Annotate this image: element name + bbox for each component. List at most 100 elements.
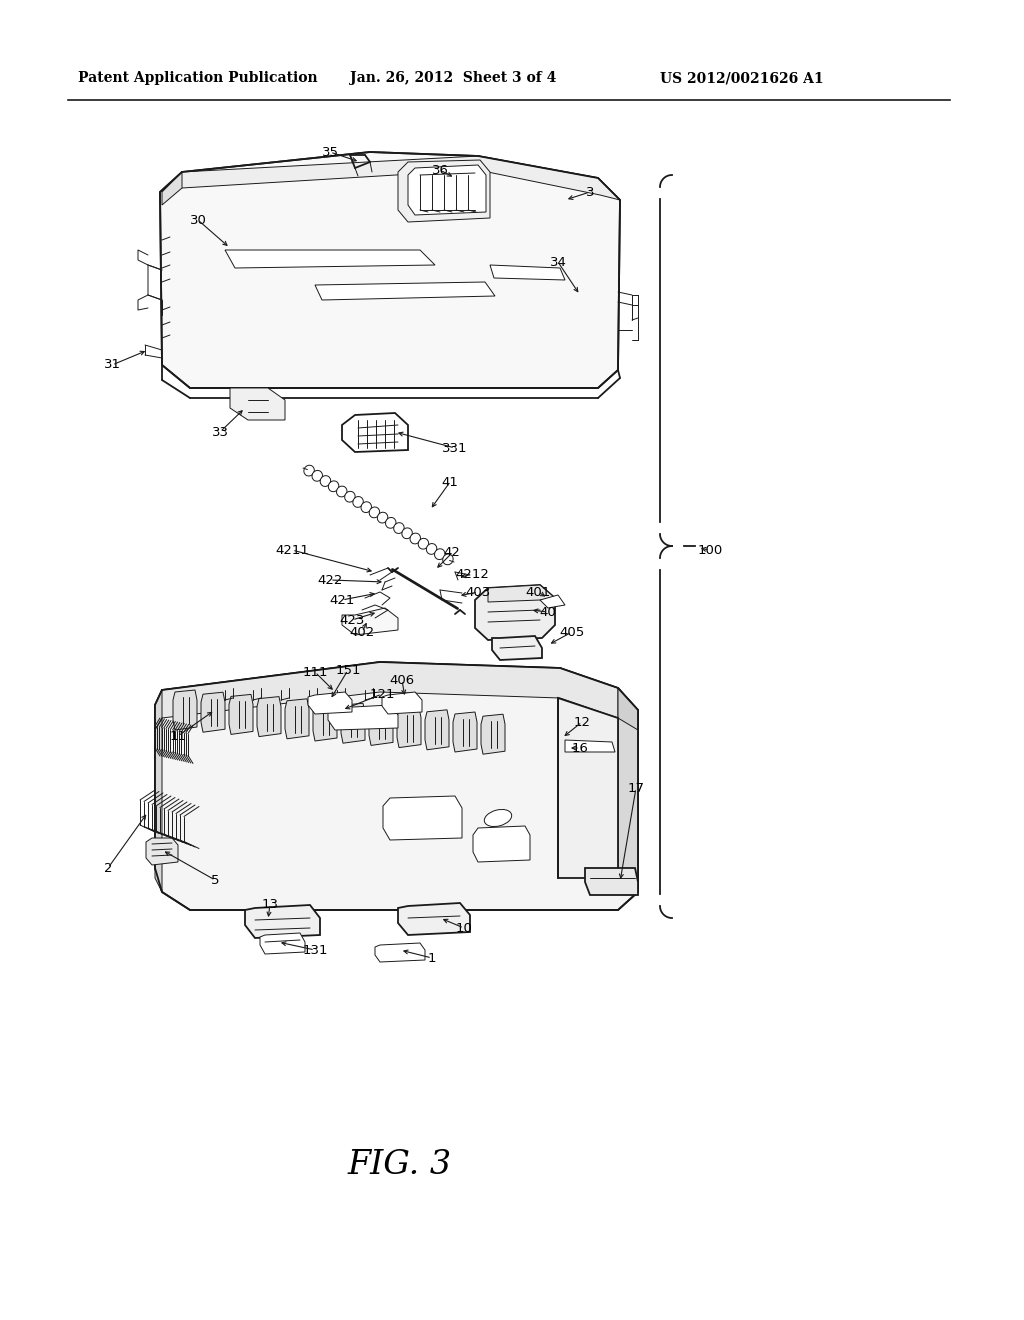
Text: 36: 36: [431, 164, 449, 177]
Polygon shape: [201, 692, 225, 733]
Text: 12: 12: [573, 715, 591, 729]
Text: 402: 402: [349, 626, 375, 639]
Polygon shape: [481, 714, 505, 754]
Polygon shape: [397, 708, 421, 747]
Text: 121: 121: [370, 688, 394, 701]
Ellipse shape: [329, 480, 339, 491]
Polygon shape: [285, 698, 309, 739]
Polygon shape: [342, 609, 398, 635]
Polygon shape: [398, 903, 470, 935]
Text: 11: 11: [170, 730, 186, 742]
Ellipse shape: [386, 517, 396, 528]
Polygon shape: [160, 152, 620, 388]
Text: 34: 34: [550, 256, 566, 268]
Text: 2: 2: [103, 862, 113, 874]
Polygon shape: [245, 906, 319, 939]
Text: 42: 42: [443, 546, 461, 560]
Polygon shape: [565, 741, 615, 752]
Polygon shape: [558, 698, 618, 878]
Polygon shape: [585, 869, 638, 895]
Text: 33: 33: [212, 425, 228, 438]
Polygon shape: [473, 826, 530, 862]
Polygon shape: [313, 701, 337, 741]
Text: 423: 423: [339, 614, 365, 627]
Text: 10: 10: [456, 921, 472, 935]
Text: 111: 111: [302, 665, 328, 678]
Text: 41: 41: [441, 475, 459, 488]
Ellipse shape: [393, 523, 404, 533]
Polygon shape: [308, 692, 352, 714]
Polygon shape: [382, 692, 422, 714]
Text: 1: 1: [428, 952, 436, 965]
Text: 40: 40: [540, 606, 556, 619]
Text: 401: 401: [525, 586, 551, 598]
Polygon shape: [375, 942, 425, 962]
Polygon shape: [618, 688, 638, 730]
Polygon shape: [618, 688, 638, 892]
Text: 30: 30: [189, 214, 207, 227]
Text: 406: 406: [389, 673, 415, 686]
Ellipse shape: [361, 502, 372, 512]
Polygon shape: [383, 796, 462, 840]
Ellipse shape: [304, 465, 314, 477]
Text: 331: 331: [442, 441, 468, 454]
Text: 4212: 4212: [455, 568, 488, 581]
Polygon shape: [155, 690, 162, 730]
Polygon shape: [490, 265, 565, 280]
Ellipse shape: [410, 533, 421, 544]
Polygon shape: [425, 710, 449, 750]
Ellipse shape: [353, 496, 364, 507]
Polygon shape: [328, 705, 398, 730]
Ellipse shape: [337, 486, 347, 496]
Ellipse shape: [321, 475, 331, 487]
Polygon shape: [162, 156, 620, 201]
Polygon shape: [155, 663, 638, 718]
Polygon shape: [257, 697, 281, 737]
Polygon shape: [492, 636, 542, 660]
Text: 16: 16: [571, 742, 589, 755]
Text: 3: 3: [586, 186, 594, 198]
Polygon shape: [369, 705, 393, 746]
Text: 131: 131: [302, 944, 328, 957]
Ellipse shape: [378, 512, 388, 523]
Polygon shape: [146, 838, 178, 865]
Polygon shape: [155, 663, 638, 909]
Text: 151: 151: [335, 664, 360, 676]
Text: US 2012/0021626 A1: US 2012/0021626 A1: [660, 71, 823, 84]
Text: Jan. 26, 2012  Sheet 3 of 4: Jan. 26, 2012 Sheet 3 of 4: [350, 71, 556, 84]
Ellipse shape: [442, 554, 454, 565]
Text: 422: 422: [317, 573, 343, 586]
Text: 403: 403: [465, 586, 490, 598]
Ellipse shape: [401, 528, 413, 539]
Text: 100: 100: [697, 544, 723, 557]
Polygon shape: [488, 585, 555, 602]
Text: 405: 405: [559, 626, 585, 639]
Polygon shape: [162, 172, 182, 205]
Polygon shape: [408, 165, 486, 215]
Polygon shape: [155, 718, 162, 892]
Polygon shape: [315, 282, 495, 300]
Polygon shape: [229, 694, 253, 734]
Text: 17: 17: [628, 781, 644, 795]
Ellipse shape: [370, 507, 380, 517]
Text: 13: 13: [261, 898, 279, 911]
Ellipse shape: [484, 809, 512, 826]
Text: 31: 31: [103, 359, 121, 371]
Polygon shape: [540, 595, 565, 609]
Text: 35: 35: [322, 145, 339, 158]
Ellipse shape: [418, 539, 429, 549]
Text: 421: 421: [330, 594, 354, 606]
Polygon shape: [173, 690, 197, 730]
Text: Patent Application Publication: Patent Application Publication: [78, 71, 317, 84]
Text: FIG. 3: FIG. 3: [348, 1148, 452, 1181]
Text: 5: 5: [211, 874, 219, 887]
Polygon shape: [260, 933, 305, 954]
Polygon shape: [342, 413, 408, 451]
Ellipse shape: [426, 544, 437, 554]
Polygon shape: [225, 249, 435, 268]
Polygon shape: [475, 585, 555, 640]
Polygon shape: [230, 388, 285, 420]
Polygon shape: [341, 704, 365, 743]
Ellipse shape: [434, 549, 445, 560]
Polygon shape: [453, 711, 477, 752]
